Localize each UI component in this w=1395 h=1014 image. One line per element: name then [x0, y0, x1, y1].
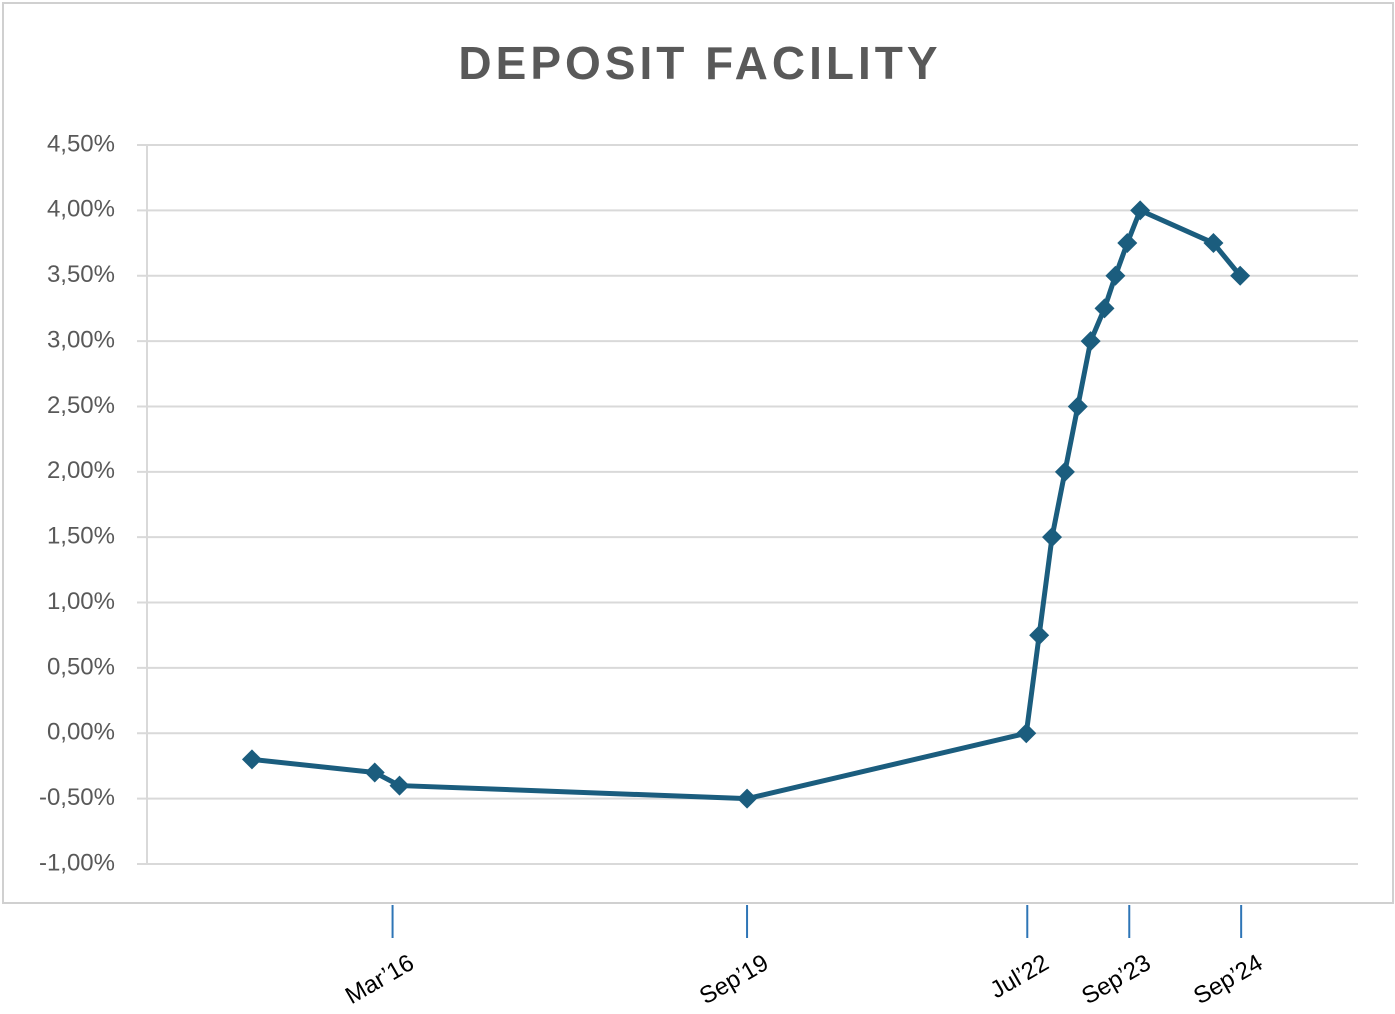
data-point	[1203, 233, 1224, 254]
y-tick-label: 2,50%	[47, 392, 115, 419]
data-point	[1042, 527, 1063, 548]
x-tick-label: Sep’24	[1189, 949, 1267, 1010]
y-tick-label: 3,50%	[47, 261, 115, 288]
x-tick-label: Jul’22	[986, 949, 1054, 1004]
data-point	[1080, 331, 1101, 352]
data-point	[364, 762, 385, 783]
chart-frame	[2, 2, 1394, 904]
y-tick-label: 1,00%	[47, 588, 115, 615]
y-tick-label: 4,00%	[47, 196, 115, 223]
data-point	[737, 788, 758, 809]
data-point	[1016, 723, 1037, 744]
data-point	[1117, 233, 1138, 254]
y-tick-label: -1,00%	[39, 849, 115, 876]
data-point	[1230, 265, 1251, 286]
data-point	[1130, 200, 1151, 221]
y-tick-label: 3,00%	[47, 326, 115, 353]
data-point	[1054, 461, 1075, 482]
y-tick-label: 0,50%	[47, 653, 115, 680]
x-tick-label: Mar’16	[341, 949, 419, 1010]
chart-title: DEPOSIT FACILITY	[458, 37, 941, 89]
y-tick-label: 0,00%	[47, 719, 115, 746]
data-point	[1105, 265, 1126, 286]
x-tick-label: Sep’19	[695, 949, 773, 1010]
y-tick-label: 2,00%	[47, 457, 115, 484]
y-tick-label: 1,50%	[47, 523, 115, 550]
series-line	[251, 207, 1243, 802]
data-point	[1029, 625, 1050, 646]
data-point	[241, 749, 262, 770]
data-point	[1067, 396, 1088, 417]
y-tick-label: -0,50%	[39, 784, 115, 811]
data-point	[389, 775, 410, 796]
y-tick-label: 4,50%	[47, 130, 115, 157]
x-tick-label: Sep’23	[1077, 949, 1155, 1010]
data-point	[1094, 298, 1115, 319]
